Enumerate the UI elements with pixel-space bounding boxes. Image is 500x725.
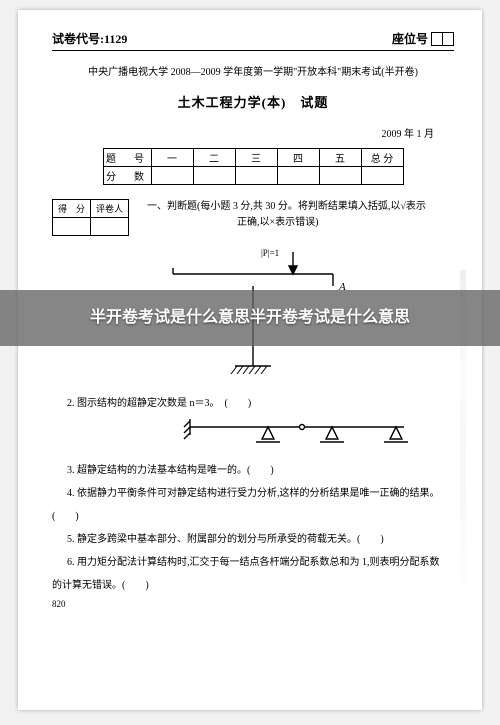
- row-label: 分 数: [103, 167, 151, 185]
- cell: [277, 167, 319, 185]
- score-table: 题 号 一 二 三 四 五 总 分 分 数: [103, 148, 404, 185]
- question-4: 4. 依据静力平衡条件可对静定结构进行受力分析,这样的分析结果是唯一正确的结果。: [52, 486, 454, 501]
- question-6b: 的计算无错误。( ): [52, 578, 454, 593]
- cell: [151, 167, 193, 185]
- cell: [193, 167, 235, 185]
- figure-2: [182, 415, 412, 455]
- cell: [53, 218, 91, 236]
- fig1-p-label: |P|=1: [261, 248, 279, 258]
- header-rule: [52, 50, 454, 51]
- exam-page: 试卷代号:1129 座位号 中央广播电视大学 2008—2009 学年度第一学期…: [18, 10, 482, 710]
- page-number: 820: [52, 599, 454, 609]
- exam-subtitle: 中央广播电视大学 2008—2009 学年度第一学期"开放本科"期末考试(半开卷…: [52, 63, 454, 78]
- col-head: 三: [235, 149, 277, 167]
- sec1-line2: 正确,以×表示错误): [147, 215, 426, 231]
- cell: [361, 167, 403, 185]
- seat-block: 座位号: [392, 30, 454, 47]
- question-3: 3. 超静定结构的力法基本结构是唯一的。( ): [52, 463, 454, 478]
- cell: [319, 167, 361, 185]
- header-row: 试卷代号:1129 座位号: [52, 30, 454, 47]
- code-value: 1129: [104, 32, 127, 46]
- gt-h1: 得 分: [53, 200, 91, 218]
- seat-label: 座位号: [392, 30, 428, 47]
- overlay-banner: 半开卷考试是什么意思半开卷考试是什么意思: [0, 290, 500, 346]
- table-row: 分 数: [103, 167, 403, 185]
- col-head: 四: [277, 149, 319, 167]
- col-head: 五: [319, 149, 361, 167]
- seat-boxes: [432, 32, 454, 46]
- question-5: 5. 静定多跨梁中基本部分、附属部分的划分与所承受的荷载无关。( ): [52, 532, 454, 547]
- grader-table: 得 分评卷人: [52, 199, 129, 236]
- question-2: 2. 图示结构的超静定次数是 n＝3。 ( ): [52, 396, 454, 411]
- code-label: 试卷代号:: [52, 32, 104, 46]
- question-6: 6. 用力矩分配法计算结构时,汇交于每一结点各杆端分配系数总和为 1,则表明分配…: [52, 555, 454, 570]
- cell: [91, 218, 129, 236]
- table-row: 题 号 一 二 三 四 五 总 分: [103, 149, 403, 167]
- gt-h2: 评卷人: [91, 200, 129, 218]
- col-head: 一: [151, 149, 193, 167]
- overlay-text: 半开卷考试是什么意思半开卷考试是什么意思: [90, 307, 410, 329]
- question-4b: ( ): [52, 509, 454, 524]
- row-label: 题 号: [103, 149, 151, 167]
- paper-code: 试卷代号:1129: [52, 30, 127, 47]
- sec1-line1: 一、判断题(每小题 3 分,共 30 分。将判断结果填入括弧,以√表示: [147, 199, 426, 215]
- exam-title: 土木工程力学(本) 试题: [52, 92, 454, 111]
- col-head: 总 分: [361, 149, 403, 167]
- cell: [235, 167, 277, 185]
- col-head: 二: [193, 149, 235, 167]
- exam-date: 2009 年 1 月: [52, 125, 454, 140]
- grader-row: 得 分评卷人 一、判断题(每小题 3 分,共 30 分。将判断结果填入括弧,以√…: [52, 199, 454, 236]
- seat-box: [442, 32, 454, 46]
- section-1-heading: 一、判断题(每小题 3 分,共 30 分。将判断结果填入括弧,以√表示 正确,以…: [147, 199, 426, 231]
